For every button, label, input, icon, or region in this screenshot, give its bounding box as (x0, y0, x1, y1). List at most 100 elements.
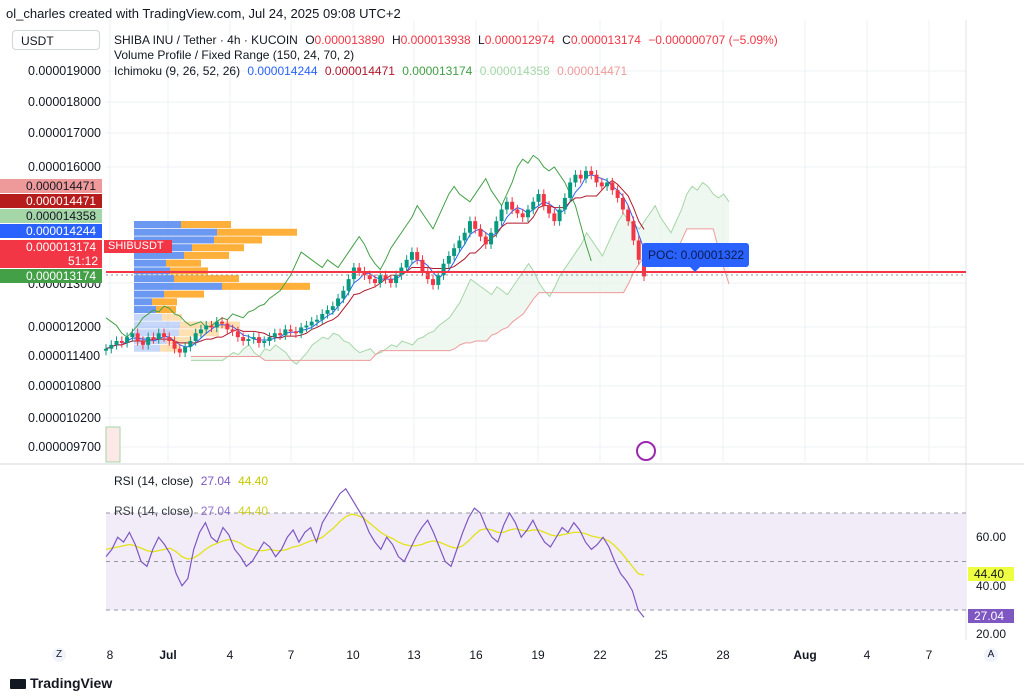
candle-body (125, 337, 130, 343)
currency-selector[interactable]: USDT (12, 30, 100, 50)
candle-body (288, 329, 293, 332)
candle-body (309, 321, 314, 326)
symbol-name[interactable]: SHIBA INU / Tether · 4h · KUCOIN (114, 33, 298, 47)
candle-body (267, 337, 272, 341)
candle-body (204, 325, 209, 330)
vp-down-bar (184, 251, 229, 259)
zoom-button[interactable]: Z (52, 648, 66, 662)
candle-body (404, 259, 409, 268)
y-tick: 0.000010800 (28, 379, 101, 393)
candle-body (177, 348, 182, 353)
vp-down-bar (181, 221, 231, 228)
vp-down-bar (217, 228, 297, 236)
auto-scale-button[interactable]: A (984, 648, 998, 662)
candle-body (536, 194, 541, 202)
vp-up-bar (134, 259, 166, 267)
vp-down-bar (222, 282, 310, 290)
vp-down-bar (166, 259, 201, 267)
candle-body (620, 197, 625, 210)
candle-body (225, 323, 230, 330)
chart-title: ol_charles created with TradingView.com,… (6, 6, 401, 21)
x-tick: Aug (793, 648, 817, 662)
rsi-tick: 20.00 (976, 627, 1007, 641)
vp-down-bar (152, 298, 177, 306)
candle-body (214, 321, 219, 328)
vp-down-bar (164, 290, 204, 298)
vp-down-bar (156, 306, 176, 314)
candle-body (135, 333, 140, 341)
vp-down-bar (170, 267, 208, 275)
candle-body (568, 182, 573, 198)
vp-up-bar (134, 275, 174, 283)
candle-body (499, 209, 504, 222)
candle-body (552, 213, 557, 222)
tradingview-logo[interactable]: TradingView (10, 675, 112, 691)
candle-body (278, 333, 283, 336)
ichimoku-cloud (191, 181, 730, 365)
vp-down-bar (214, 236, 262, 244)
candle-body (394, 275, 399, 283)
candle-body (130, 333, 135, 338)
candle-body (494, 221, 499, 233)
candle-body (336, 298, 341, 307)
countdown-badge: 51:12 (0, 254, 102, 268)
vp-up-bar (134, 267, 170, 275)
y-tick: 0.000009700 (28, 440, 101, 454)
vp-down-bar (162, 313, 182, 321)
candle-body (483, 236, 488, 245)
rsi-legend-top[interactable]: RSI (14, close) 27.04 44.40 (114, 474, 269, 488)
candle-body (415, 252, 420, 260)
candle-body (578, 174, 583, 179)
candle-body (167, 337, 172, 341)
candle-body (409, 252, 414, 260)
candle-body (172, 341, 177, 349)
vp-up-bar (134, 221, 181, 228)
candle-body (162, 333, 167, 338)
ichimoku-legend[interactable]: Ichimoku (9, 26, 52, 26) 0.000014244 0.0… (114, 64, 628, 78)
span-a-line (191, 181, 730, 365)
candle-body (515, 209, 520, 214)
poc-label: POC: 0.00001322 (642, 243, 749, 267)
candle-body (235, 331, 240, 338)
y-tick: 0.000019000 (28, 64, 101, 78)
cloud-remnant (105, 426, 121, 463)
candle-body (367, 275, 372, 280)
vp-down-bar (174, 275, 239, 283)
x-tick: 22 (593, 648, 607, 662)
y-tick: 0.000016000 (28, 160, 101, 174)
candle-body (373, 279, 377, 283)
candle-body (547, 205, 552, 214)
candle-body (378, 275, 383, 283)
candle-body (605, 182, 610, 187)
candle-body (314, 319, 319, 322)
candle-body (636, 240, 641, 260)
vp-up-bar (134, 298, 152, 306)
candle-body (114, 341, 119, 345)
candle-body (241, 337, 246, 341)
price-badge: 0.000014358 (0, 209, 102, 223)
candle-body (520, 213, 525, 218)
candle-body (557, 209, 562, 222)
candle-body (193, 333, 198, 341)
candle-body (388, 279, 393, 283)
y-tick: 0.000017000 (28, 126, 101, 140)
x-tick: 4 (863, 648, 871, 662)
rsi-legend-overlay: RSI (14, close) 27.04 44.40 (114, 504, 269, 518)
price-badge: 0.000013174 (0, 269, 102, 283)
x-tick: 7 (925, 648, 933, 662)
rsi-badge: 27.04 (968, 609, 1014, 623)
candle-body (351, 267, 356, 280)
vp-up-bar (134, 306, 156, 314)
rsi-tick: 60.00 (976, 530, 1007, 544)
candle-body (446, 255, 451, 264)
volume-profile-legend[interactable]: Volume Profile / Fixed Range (150, 24, 7… (114, 48, 355, 62)
vp-up-bar (134, 290, 164, 298)
candle-body (431, 279, 436, 285)
rsi-line (105, 487, 645, 618)
candle-body (109, 344, 114, 349)
vp-down-bar (160, 344, 180, 352)
candle-body (346, 279, 351, 291)
x-tick: 16 (469, 648, 483, 662)
candle-body (256, 337, 261, 343)
